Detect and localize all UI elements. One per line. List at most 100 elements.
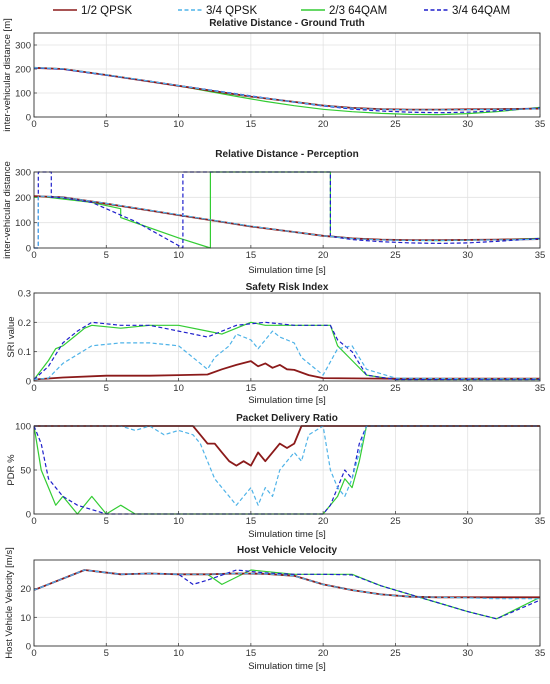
x-tick-label: 15 (246, 250, 257, 261)
x-tick-label: 20 (318, 648, 329, 659)
x-tick-label: 10 (173, 119, 184, 130)
x-tick-label: 25 (390, 516, 401, 527)
series-line (34, 321, 540, 381)
x-tick-label: 20 (318, 119, 329, 130)
chart-panel: Relative Distance - Perception 0 5 10 15 20 25… (2, 149, 545, 276)
legend-label: 2/3 64QAM (329, 5, 387, 17)
series-line (34, 67, 540, 111)
y-axis-label: inter-vehicular distance (2, 161, 13, 259)
chart-title: Relative Distance - Perception (215, 149, 358, 160)
series-line (34, 360, 540, 381)
x-tick-label: 30 (462, 119, 473, 130)
y-axis-label: inter-vehicular distance [m] (2, 18, 13, 132)
x-tick-label: 35 (535, 383, 546, 394)
x-axis-label: Simulation time [s] (248, 395, 326, 406)
plot-frame (33, 559, 541, 647)
y-axis-label: SRI value (6, 316, 17, 357)
x-tick-label: 35 (535, 516, 546, 527)
y-axis-label: PDR % (6, 454, 17, 486)
series-line (34, 425, 540, 506)
x-tick-label: 25 (390, 250, 401, 261)
x-tick-label: 0 (31, 383, 36, 394)
x-tick-label: 30 (462, 648, 473, 659)
legend-label: 3/4 QPSK (206, 5, 257, 17)
x-tick-label: 15 (246, 119, 257, 130)
series-line (34, 569, 540, 599)
x-tick-label: 10 (173, 648, 184, 659)
x-tick-label: 20 (318, 250, 329, 261)
series-line (34, 330, 540, 381)
x-tick-label: 0 (31, 250, 36, 261)
plot-area (34, 172, 540, 248)
plot-frame (33, 32, 541, 118)
x-tick-label: 0 (31, 119, 36, 130)
y-tick-label: 0 (26, 642, 31, 653)
y-tick-label: 0 (26, 377, 31, 388)
chart-title: Packet Delivery Ratio (236, 413, 338, 424)
chart-title: Safety Risk Index (246, 282, 329, 293)
x-tick-label: 10 (173, 250, 184, 261)
x-tick-label: 20 (318, 383, 329, 394)
y-tick-label: 10 (20, 613, 31, 624)
y-tick-label: 100 (15, 422, 31, 433)
plot-area (34, 293, 540, 381)
x-tick-label: 30 (462, 383, 473, 394)
x-tick-label: 5 (104, 516, 109, 527)
chart-panel: Safety Risk Index 0 5 10 15 20 25 30 35 0 0.1 0.2 0.… (6, 282, 545, 406)
y-tick-label: 0.1 (18, 347, 31, 358)
legend-label: 3/4 64QAM (452, 5, 510, 17)
x-axis-label: Simulation time [s] (248, 529, 326, 540)
x-tick-label: 5 (104, 648, 109, 659)
chart-title: Relative Distance - Ground Truth (209, 18, 365, 29)
y-tick-label: 300 (15, 168, 31, 179)
y-tick-label: 300 (15, 41, 31, 52)
y-tick-label: 0 (26, 510, 31, 521)
x-tick-label: 35 (535, 648, 546, 659)
x-tick-label: 30 (462, 516, 473, 527)
x-tick-label: 35 (535, 250, 546, 261)
x-tick-label: 5 (104, 119, 109, 130)
series-line (34, 569, 540, 620)
y-tick-label: 0.3 (18, 289, 31, 300)
x-tick-label: 0 (31, 648, 36, 659)
plot-area (34, 33, 540, 117)
y-tick-label: 0.2 (18, 318, 31, 329)
chart-panel: Host Vehicle Velocity 0 5 10 15 20 25 30 35 0 10 20… (4, 545, 545, 672)
y-tick-label: 200 (15, 65, 31, 76)
y-tick-label: 20 (20, 584, 31, 595)
x-tick-label: 35 (535, 119, 546, 130)
x-tick-label: 15 (246, 516, 257, 527)
x-tick-label: 20 (318, 516, 329, 527)
series-line (34, 321, 540, 381)
x-tick-label: 25 (390, 119, 401, 130)
x-tick-label: 10 (173, 383, 184, 394)
y-tick-label: 200 (15, 193, 31, 204)
chart-panel: Packet Delivery Ratio 0 5 10 15 20 25 30 35 0 50 10… (6, 413, 545, 540)
x-tick-label: 25 (390, 648, 401, 659)
x-tick-label: 15 (246, 648, 257, 659)
plot-frame (33, 171, 541, 249)
chart-title: Host Vehicle Velocity (237, 545, 337, 556)
x-tick-label: 25 (390, 383, 401, 394)
legend: 1/2 QPSK 3/4 QPSK 2/3 64QAM 3/4 64QAM (53, 5, 510, 17)
x-tick-label: 5 (104, 250, 109, 261)
y-tick-label: 0 (26, 113, 31, 124)
x-tick-label: 15 (246, 383, 257, 394)
plot-frame (33, 425, 541, 515)
y-tick-label: 100 (15, 218, 31, 229)
x-tick-label: 5 (104, 383, 109, 394)
chart-panel: Relative Distance - Ground Truth 0 5 10 15 20… (2, 18, 545, 132)
x-tick-label: 10 (173, 516, 184, 527)
y-tick-label: 50 (20, 466, 31, 477)
legend-label: 1/2 QPSK (81, 5, 132, 17)
y-tick-label: 0 (26, 244, 31, 255)
series-line (34, 195, 540, 249)
series-line (34, 425, 540, 467)
y-tick-label: 100 (15, 89, 31, 100)
x-axis-label: Simulation time [s] (248, 661, 326, 672)
x-tick-label: 0 (31, 516, 36, 527)
y-axis-label: Host Vehicle Velocity [m/s] (4, 547, 15, 658)
x-axis-label: Simulation time [s] (248, 265, 326, 276)
